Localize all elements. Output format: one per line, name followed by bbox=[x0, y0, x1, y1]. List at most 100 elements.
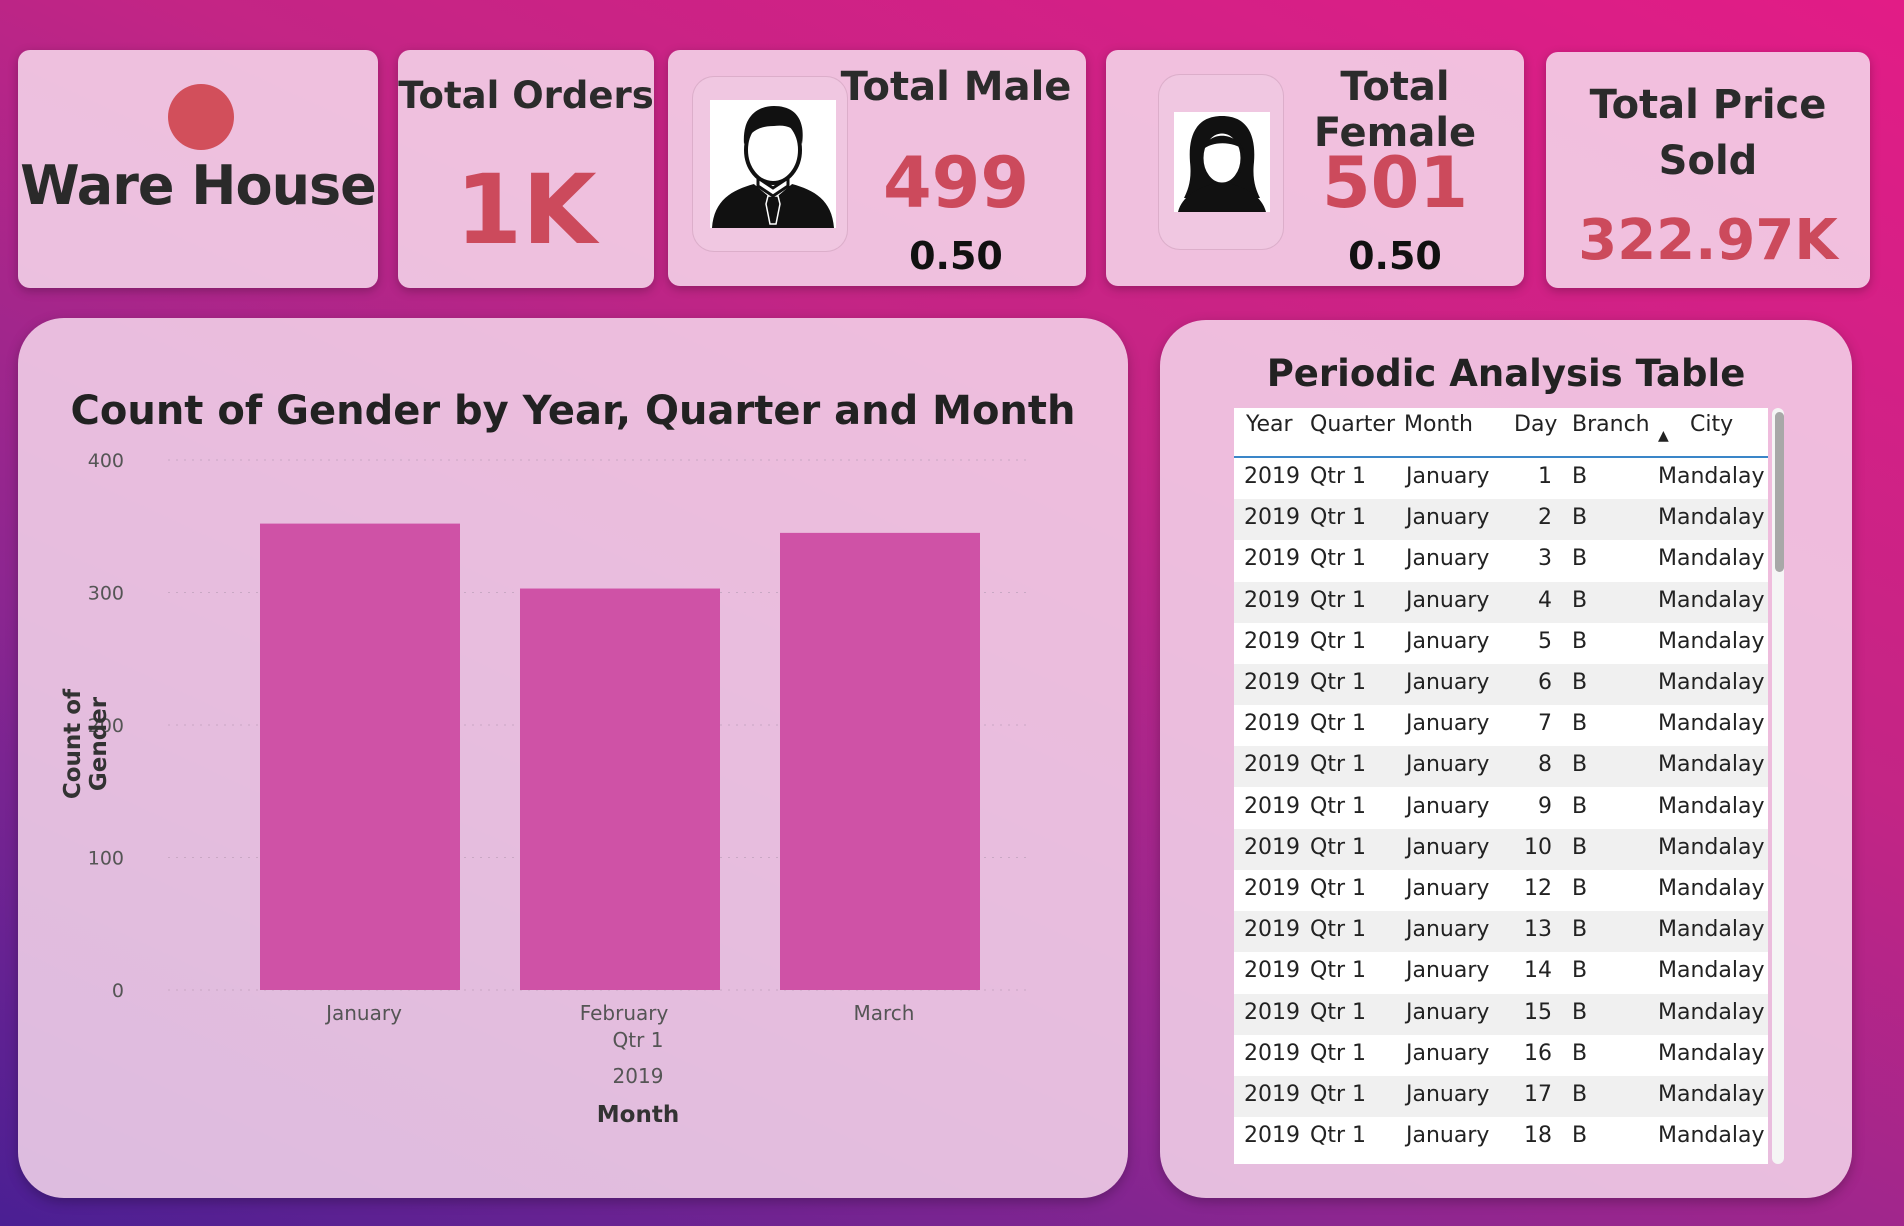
male-ratio: 0.50 bbox=[909, 234, 1003, 278]
cell-quarter: Qtr 1 bbox=[1310, 628, 1366, 654]
table-row[interactable]: 2019 Qtr 1 January 5 B Mandalay bbox=[1234, 623, 1768, 664]
cell-quarter: Qtr 1 bbox=[1310, 958, 1366, 984]
cell-city: Mandalay bbox=[1658, 958, 1765, 984]
y-tick-label: 400 bbox=[88, 450, 124, 472]
table-row[interactable]: 2019 Qtr 1 January 17 B Mandalay bbox=[1234, 1076, 1768, 1117]
cell-day: 8 bbox=[1538, 752, 1552, 778]
cell-quarter: Qtr 1 bbox=[1310, 1040, 1366, 1066]
table-row[interactable]: 2019 Qtr 1 January 6 B Mandalay bbox=[1234, 664, 1768, 705]
cell-month: January bbox=[1406, 834, 1490, 860]
bar-chart: 0 100 200 300 400 January February March bbox=[88, 450, 1028, 1025]
chart-x-axis-title: Month bbox=[596, 1102, 680, 1128]
column-header-branch[interactable]: Branch bbox=[1572, 412, 1650, 437]
total-orders-value: 1K bbox=[455, 154, 597, 266]
cell-branch: B bbox=[1572, 464, 1588, 489]
warehouse-title: Ware House bbox=[20, 154, 377, 217]
cell-year: 2019 bbox=[1244, 752, 1300, 778]
total-male-value: 499 bbox=[882, 142, 1030, 224]
cell-quarter: Qtr 1 bbox=[1310, 876, 1366, 901]
table-row[interactable]: 2019 Qtr 1 January 10 B Mandalay bbox=[1234, 828, 1768, 870]
column-header-month[interactable]: Month bbox=[1404, 412, 1473, 437]
cell-branch: B bbox=[1572, 628, 1588, 654]
chart-panel: Count of Gender by Year, Quarter and Mon… bbox=[18, 318, 1128, 1198]
table-row[interactable]: 2019 Qtr 1 January 3 B Mandalay bbox=[1234, 540, 1768, 581]
cell-month: January bbox=[1406, 587, 1490, 613]
periodic-analysis-table[interactable]: Year Quarter Month Day Branch City ▲ 201… bbox=[1234, 408, 1784, 1164]
table-row[interactable]: 2019 Qtr 1 January 2 B Mandalay bbox=[1234, 499, 1768, 541]
cell-city: Mandalay bbox=[1658, 834, 1765, 860]
cell-year: 2019 bbox=[1244, 958, 1300, 984]
cell-year: 2019 bbox=[1244, 1040, 1300, 1066]
table-row[interactable]: 2019 Qtr 1 January 15 B Mandalay bbox=[1234, 993, 1768, 1035]
cell-day: 5 bbox=[1538, 628, 1552, 654]
cell-branch: B bbox=[1572, 999, 1588, 1025]
table-row[interactable]: 2019 Qtr 1 January 13 B Mandalay bbox=[1234, 911, 1768, 953]
total-female-value: 501 bbox=[1321, 142, 1469, 224]
cell-year: 2019 bbox=[1244, 628, 1300, 654]
table-row[interactable]: 2019 Qtr 1 January 1 B Mandalay bbox=[1234, 458, 1768, 499]
y-tick-label: 300 bbox=[88, 583, 124, 605]
cell-month: January bbox=[1406, 711, 1490, 737]
cell-month: January bbox=[1406, 958, 1490, 984]
table-row[interactable]: 2019 Qtr 1 January 18 B Mandalay bbox=[1234, 1117, 1768, 1158]
cell-month: January bbox=[1406, 546, 1490, 572]
cell-day: 12 bbox=[1524, 876, 1552, 901]
warehouse-card: Ware House bbox=[18, 50, 378, 288]
cell-quarter: Qtr 1 bbox=[1310, 1082, 1366, 1107]
cell-month: January bbox=[1406, 1082, 1490, 1107]
total-male-label: Total Male bbox=[840, 64, 1072, 110]
cell-year: 2019 bbox=[1244, 917, 1300, 943]
cell-branch: B bbox=[1572, 793, 1588, 819]
table-row[interactable]: 2019 Qtr 1 January 4 B Mandalay bbox=[1234, 581, 1768, 623]
bar-march[interactable] bbox=[780, 532, 980, 990]
bar-february[interactable] bbox=[520, 588, 720, 990]
cell-day: 9 bbox=[1538, 793, 1552, 819]
cell-year: 2019 bbox=[1244, 711, 1300, 737]
column-header-day[interactable]: Day bbox=[1514, 412, 1558, 437]
table-row[interactable]: 2019 Qtr 1 January 16 B Mandalay bbox=[1234, 1035, 1768, 1076]
male-avatar-icon bbox=[710, 100, 836, 228]
cell-year: 2019 bbox=[1244, 793, 1300, 819]
column-header-year[interactable]: Year bbox=[1246, 412, 1293, 437]
table-scrollbar-track[interactable] bbox=[1772, 408, 1784, 1164]
cell-month: January bbox=[1406, 793, 1490, 819]
cell-day: 1 bbox=[1538, 464, 1552, 489]
cell-city: Mandalay bbox=[1658, 752, 1765, 778]
column-header-city[interactable]: City bbox=[1690, 412, 1734, 437]
cell-city: Mandalay bbox=[1658, 587, 1765, 613]
cell-month: January bbox=[1406, 752, 1490, 778]
cell-branch: B bbox=[1572, 752, 1588, 778]
total-orders-card: Total Orders 1K bbox=[398, 50, 654, 288]
cell-branch: B bbox=[1572, 546, 1588, 572]
table-row[interactable]: 2019 Qtr 1 January 8 B Mandalay bbox=[1234, 746, 1768, 788]
cell-day: 17 bbox=[1524, 1082, 1552, 1107]
cell-city: Mandalay bbox=[1658, 917, 1765, 943]
cell-year: 2019 bbox=[1244, 587, 1300, 613]
cell-city: Mandalay bbox=[1658, 876, 1765, 901]
cell-day: 6 bbox=[1538, 670, 1552, 695]
total-orders-label: Total Orders bbox=[398, 74, 654, 117]
table-row[interactable]: 2019 Qtr 1 January 14 B Mandalay bbox=[1234, 952, 1768, 993]
table-row[interactable]: 2019 Qtr 1 January 9 B Mandalay bbox=[1234, 788, 1768, 829]
cell-year: 2019 bbox=[1244, 999, 1300, 1025]
cell-city: Mandalay bbox=[1658, 628, 1765, 654]
cell-quarter: Qtr 1 bbox=[1310, 834, 1366, 860]
cell-quarter: Qtr 1 bbox=[1310, 711, 1366, 737]
table-scrollbar-thumb[interactable] bbox=[1775, 412, 1784, 572]
cell-month: January bbox=[1406, 1123, 1490, 1149]
cell-month: January bbox=[1406, 876, 1490, 901]
cell-day: 4 bbox=[1538, 587, 1552, 613]
cell-quarter: Qtr 1 bbox=[1310, 587, 1366, 613]
cell-quarter: Qtr 1 bbox=[1310, 917, 1366, 943]
table-row[interactable]: 2019 Qtr 1 January 12 B Mandalay bbox=[1234, 870, 1768, 911]
total-price-label-line2: Sold bbox=[1658, 138, 1758, 184]
bar-january[interactable] bbox=[260, 523, 460, 990]
chart-x-group-quarter: Qtr 1 bbox=[612, 1028, 664, 1052]
chart-title: Count of Gender by Year, Quarter and Mon… bbox=[70, 388, 1076, 434]
cell-year: 2019 bbox=[1244, 505, 1300, 531]
column-header-quarter[interactable]: Quarter bbox=[1310, 412, 1395, 437]
cell-year: 2019 bbox=[1244, 546, 1300, 572]
table-row[interactable]: 2019 Qtr 1 January 7 B Mandalay bbox=[1234, 705, 1768, 746]
sort-ascending-icon[interactable]: ▲ bbox=[1658, 428, 1669, 444]
cell-branch: B bbox=[1572, 670, 1588, 695]
